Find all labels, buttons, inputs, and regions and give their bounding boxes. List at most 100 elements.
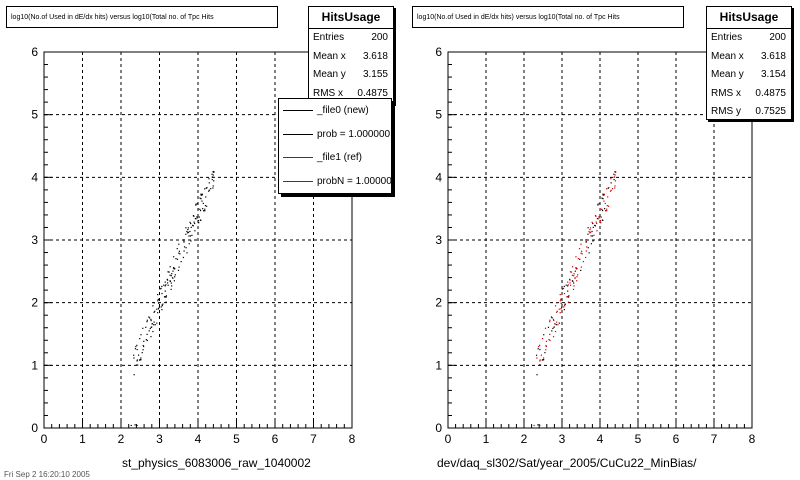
scatter-point [200,219,202,221]
scatter-point [166,282,169,284]
scatter-point [565,284,567,286]
scatter-point [571,266,574,268]
scatter-point [195,218,197,220]
scatter-point [150,326,152,328]
scatter-point [568,295,570,297]
scatter-point [206,205,208,207]
y-tick-label: 4 [31,170,38,184]
scatter-point [203,210,205,212]
right-stats-row-rmsy: RMS y 0.7525 [711,106,786,117]
scatter-point [140,357,142,359]
scatter-point [551,317,553,319]
right-stats-title: HitsUsage [707,7,791,29]
scatter-point [136,348,138,351]
scatter-point [555,324,557,326]
left-stats-title: HitsUsage [309,7,393,29]
scatter-point [135,345,137,348]
scatter-point [558,308,560,310]
right-stats-box[interactable]: HitsUsage Entries 200 Mean x 3.618 Mean … [706,6,792,120]
scatter-point [598,216,600,218]
scatter-point [573,273,575,275]
scatter-point [564,305,566,307]
scatter-point [613,173,615,175]
scatter-point [190,222,192,225]
scatter-point [139,359,141,361]
scatter-point [569,278,571,280]
scatter-point [212,185,214,187]
scatter-point [597,204,599,206]
scatter-point [544,327,547,329]
scatter-point [576,280,578,282]
scatter-point [589,232,591,234]
scatter-point [561,288,564,290]
scatter-point [185,233,187,235]
scatter-point [157,312,159,314]
scatter-point [172,267,175,269]
scatter-point [158,302,160,304]
scatter-point [137,354,140,356]
legend-box[interactable]: _file0 (new) prob = 1.000000 _file1 (ref… [278,98,392,194]
scatter-point [539,348,541,351]
scatter-point [537,424,539,426]
scatter-point [604,202,606,205]
scatter-point [601,208,603,210]
scatter-point [164,296,167,298]
scatter-point [212,187,214,189]
scatter-point [211,173,213,175]
scatter-point [200,198,202,200]
scatter-point [188,243,190,245]
scatter-point [204,205,206,207]
left-stats-row-rmsx: RMS x 0.4875 [313,87,388,99]
scatter-point [607,205,610,207]
scatter-point [170,288,172,290]
scatter-point [539,359,541,361]
scatter-point [552,336,555,338]
legend-entry: probN = 1.000000 [279,170,391,194]
scatter-point [153,321,155,323]
scatter-point [134,424,136,426]
x-tick-label: 3 [156,432,163,446]
scatter-point [593,234,595,236]
scatter-point [168,271,170,273]
scatter-point [137,364,139,366]
scatter-point [146,319,148,321]
scatter-point [570,271,573,273]
left-stats-box[interactable]: HitsUsage Entries 200 Mean x 3.618 Mean … [308,6,394,104]
scatter-point [167,271,169,273]
scatter-point [169,274,171,276]
scatter-point [608,186,610,189]
scatter-point [183,246,186,248]
scatter-point [573,282,575,284]
scatter-point [208,189,211,191]
scatter-point [212,171,215,173]
scatter-point [136,424,138,427]
scatter-point [539,364,541,366]
scatter-point [171,277,174,279]
x-tick-label: 7 [711,432,718,446]
legend-line-sample [283,180,313,182]
scatter-point [585,239,587,241]
scatter-point [587,227,589,229]
scatter-point [152,330,154,333]
y-tick-label: 2 [31,296,38,310]
scatter-point [567,284,569,286]
scatter-point [539,360,541,362]
scatter-point [596,222,598,225]
scatter-point [574,270,576,272]
scatter-point [195,204,197,206]
scatter-point [142,344,144,347]
scatter-point [582,261,584,263]
scatter-point [153,324,155,326]
scatter-point [606,208,608,210]
scatter-point [587,233,589,235]
scatter-point [158,298,160,301]
scatter-point [536,357,538,359]
scatter-point [176,258,179,260]
scatter-point [574,277,576,279]
scatter-point [603,194,605,196]
scatter-point [187,232,189,234]
scatter-point [208,190,210,192]
scatter-point [603,193,605,195]
scatter-point [596,230,598,232]
scatter-point [210,188,212,190]
